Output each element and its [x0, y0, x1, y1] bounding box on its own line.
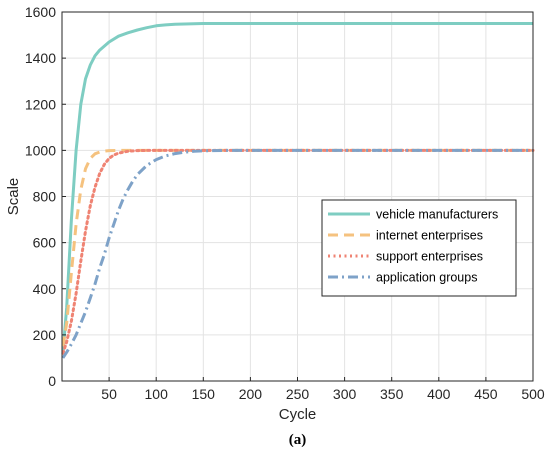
legend-label-1: internet enterprises [376, 229, 483, 243]
x-tick-label: 150 [192, 386, 216, 402]
y-axis-label: Scale [5, 178, 22, 216]
y-tick-label: 1200 [25, 96, 56, 112]
x-tick-label: 500 [521, 386, 545, 402]
series-line-1 [61, 148, 533, 347]
legend-label-2: support enterprises [376, 250, 483, 264]
legend: vehicle manufacturers internet enterprise… [321, 199, 517, 297]
x-tick-label: 450 [474, 386, 498, 402]
y-tick-label: 0 [48, 373, 56, 389]
y-tick-label: 400 [33, 281, 57, 297]
x-tick-label: 400 [427, 386, 451, 402]
series-line-0 [61, 22, 533, 354]
x-axis-ticks: 50 100 150 200 250 300 350 400 450 500 [101, 377, 545, 402]
figure-caption: (a) [289, 432, 307, 448]
series-layer [61, 22, 535, 359]
grid-lines [62, 11, 534, 382]
series-line-3 [61, 148, 533, 359]
y-tick-label: 1600 [25, 4, 56, 20]
x-tick-label: 250 [286, 386, 310, 402]
x-tick-label: 350 [380, 386, 404, 402]
legend-box [321, 199, 517, 297]
x-tick-label: 200 [239, 386, 263, 402]
x-axis-label: Cycle [279, 406, 317, 423]
y-tick-label: 600 [33, 235, 57, 251]
y-tick-label: 200 [33, 327, 57, 343]
x-tick-label: 100 [145, 386, 169, 402]
y-tick-label: 1000 [25, 142, 56, 158]
x-tick-label: 50 [101, 386, 117, 402]
y-tick-label: 800 [33, 189, 57, 205]
y-axis-ticks: 0 200 400 600 800 1000 1200 1400 1600 [25, 4, 66, 389]
legend-label-0: vehicle manufacturers [376, 208, 498, 222]
x-tick-label: 300 [333, 386, 357, 402]
legend-label-3: application groups [376, 271, 477, 285]
y-tick-label: 1400 [25, 50, 56, 66]
